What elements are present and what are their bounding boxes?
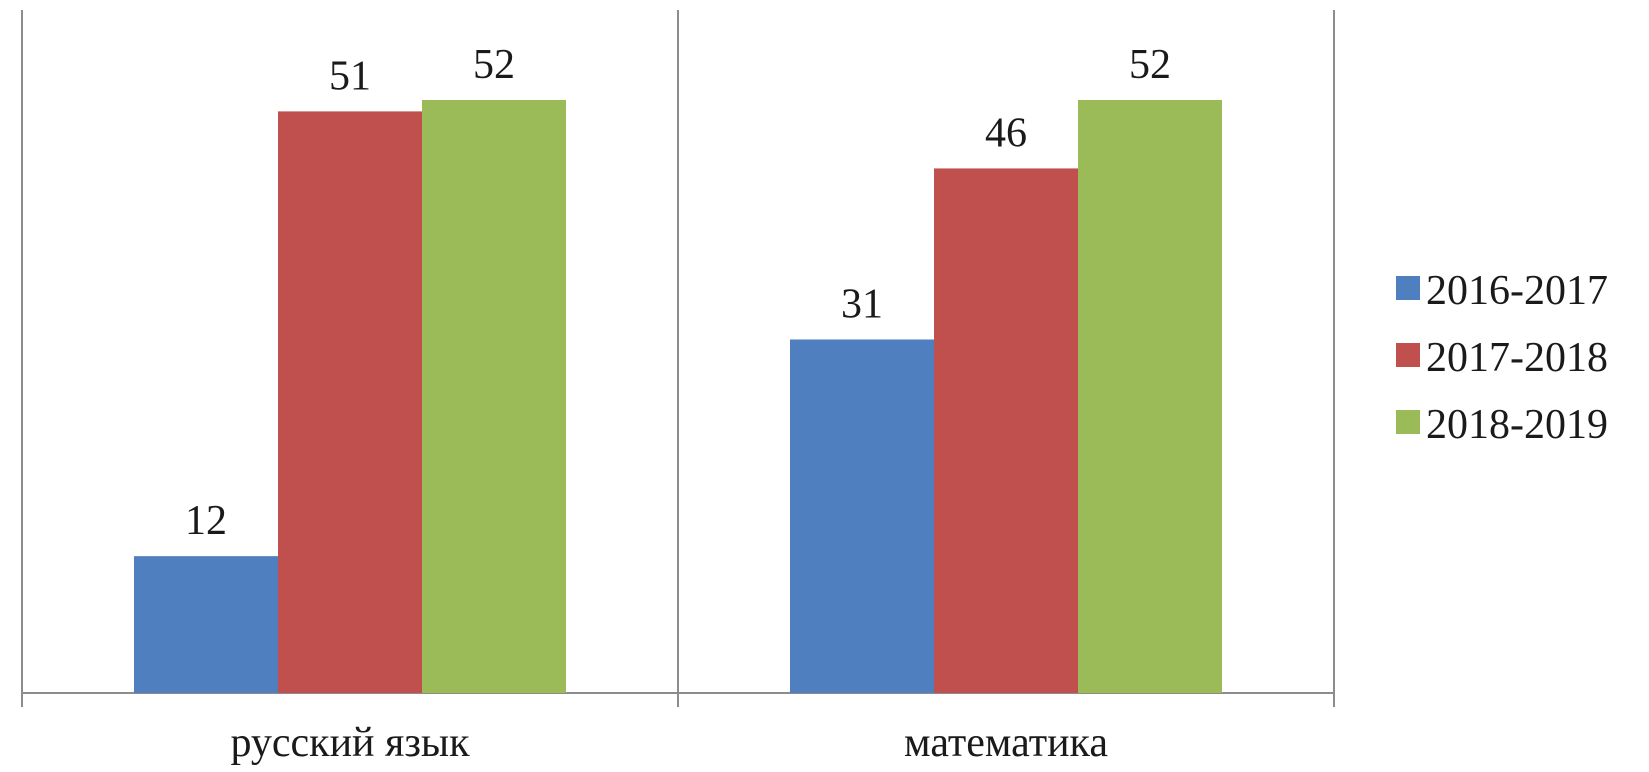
data-label: 12 xyxy=(185,498,227,544)
legend-label: 2016-2017 xyxy=(1426,268,1608,314)
data-label: 46 xyxy=(985,110,1027,156)
plot-area: 12 51 52 русский язык 31 46 52 математика xyxy=(21,10,1335,766)
bar xyxy=(790,339,934,693)
legend-swatch xyxy=(1396,276,1420,300)
data-label: 52 xyxy=(1129,42,1171,88)
bar xyxy=(422,100,566,693)
bar xyxy=(278,111,422,693)
bar xyxy=(134,556,278,693)
bar xyxy=(1078,100,1222,693)
category-label: русский язык xyxy=(230,720,470,766)
legend-label: 2017-2018 xyxy=(1426,335,1608,381)
legend-swatch xyxy=(1396,410,1420,434)
data-label: 51 xyxy=(329,53,371,99)
legend-label: 2018-2019 xyxy=(1426,402,1608,448)
category-label: математика xyxy=(904,720,1108,766)
data-label: 31 xyxy=(841,281,883,327)
legend: 2016-2017 2017-2018 2018-2019 xyxy=(1396,268,1608,448)
data-label: 52 xyxy=(473,42,515,88)
bar xyxy=(934,168,1078,693)
legend-swatch xyxy=(1396,343,1420,367)
